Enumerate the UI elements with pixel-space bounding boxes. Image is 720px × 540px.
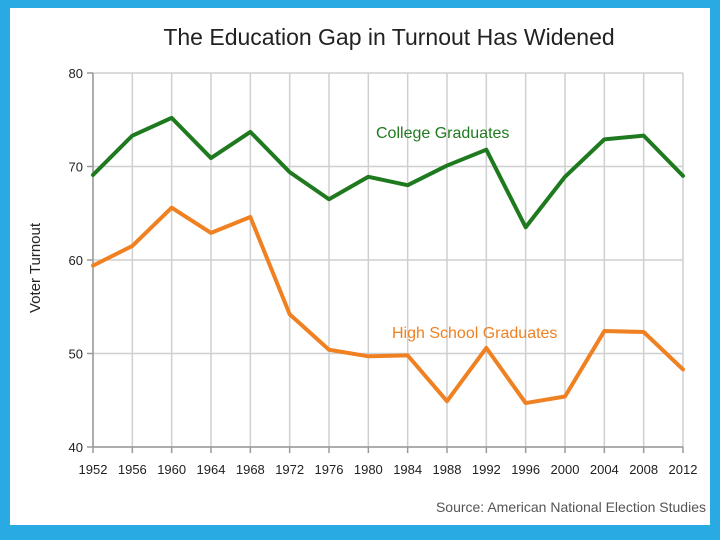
x-tick-label-2004: 2004	[590, 462, 619, 477]
series: College Graduates High School Graduates	[91, 115, 685, 406]
chart: The Education Gap in Turnout Has Widened…	[27, 24, 706, 515]
x-tick-label-1996: 1996	[511, 462, 540, 477]
series-line-college-graduates	[91, 115, 685, 230]
x-tick-label-1952: 1952	[79, 462, 108, 477]
x-tick-label-1992: 1992	[472, 462, 501, 477]
series-label-high-school-graduates: High School Graduates	[392, 325, 557, 342]
x-tick-label-2012: 2012	[669, 462, 698, 477]
source-note: Source: American National Election Studi…	[436, 499, 706, 515]
x-tick-label-1964: 1964	[197, 462, 226, 477]
x-tick-label-1956: 1956	[118, 462, 147, 477]
y-tick-label-40: 40	[69, 440, 83, 455]
x-tick-label-1968: 1968	[236, 462, 265, 477]
x-tick-label-1972: 1972	[275, 462, 304, 477]
series-line-high-school-graduates	[91, 205, 685, 406]
y-tick-label-80: 80	[69, 66, 83, 81]
series-label-college-graduates: College Graduates	[376, 125, 509, 142]
axes: 40 50 60 70 80 1952 1956 1960 1964 1968 1972 1976 19…	[69, 66, 698, 477]
x-tick-label-2008: 2008	[629, 462, 658, 477]
y-tick-label-60: 60	[69, 253, 83, 268]
y-axis-label: Voter Turnout	[27, 222, 44, 313]
x-tick-label-1980: 1980	[354, 462, 383, 477]
slide-frame: The Education Gap in Turnout Has Widened…	[10, 8, 710, 525]
x-tick-label-1960: 1960	[157, 462, 186, 477]
x-tick-label-2000: 2000	[551, 462, 580, 477]
y-tick-label-50: 50	[69, 347, 83, 362]
x-tick-label-1976: 1976	[315, 462, 344, 477]
x-tick-label-1984: 1984	[393, 462, 422, 477]
chart-title: The Education Gap in Turnout Has Widened	[163, 24, 614, 50]
y-tick-label-70: 70	[69, 160, 83, 175]
x-tick-label-1988: 1988	[433, 462, 462, 477]
